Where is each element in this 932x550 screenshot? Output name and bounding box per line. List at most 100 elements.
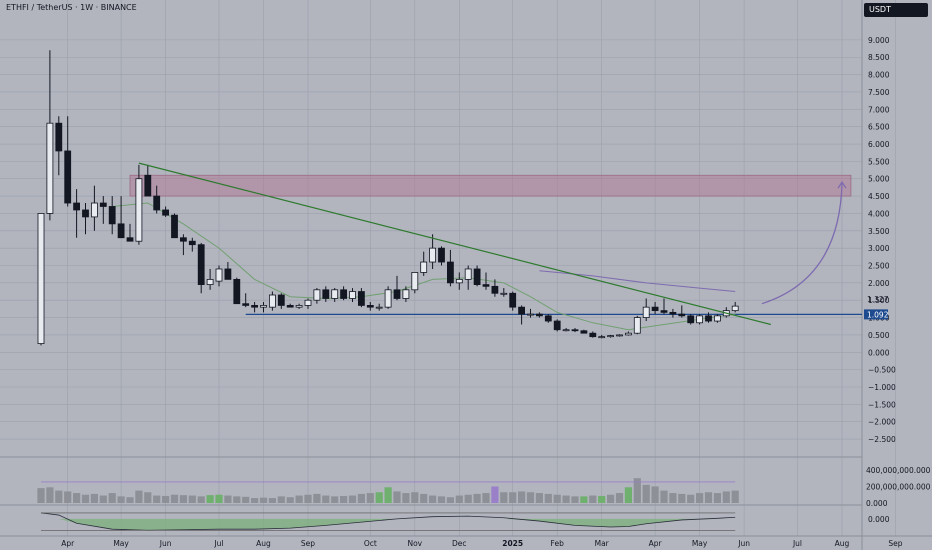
candle-body <box>340 289 348 299</box>
price-tick-label: 4.000 <box>868 209 890 218</box>
time-tick-label: Nov <box>407 539 422 548</box>
candle-body <box>607 335 614 338</box>
candle-body <box>179 237 187 242</box>
volume-bar <box>242 496 250 503</box>
candle-body <box>642 306 650 318</box>
volume-bar <box>598 495 606 503</box>
candle-body <box>197 244 205 285</box>
volume-bar <box>126 497 134 503</box>
candle-body <box>366 305 374 308</box>
volume-bar <box>375 492 383 503</box>
candle-body <box>286 305 294 308</box>
candle-body <box>304 299 312 306</box>
volume-bar <box>429 495 437 503</box>
candle-body <box>117 223 125 239</box>
oscillator-tick-label: 0.000 <box>868 515 890 524</box>
candle-body <box>464 268 472 280</box>
volume-bar <box>55 490 63 503</box>
volume-bar <box>571 496 579 503</box>
volume-bar <box>544 493 552 503</box>
projection-arrow <box>761 182 843 305</box>
volume-bar <box>482 493 490 503</box>
price-tick-label: 8.500 <box>868 53 890 62</box>
candle-body <box>260 305 267 308</box>
candle-body <box>669 311 677 315</box>
volume-bar <box>651 486 659 503</box>
time-tick-label: Jun <box>159 539 172 548</box>
candle-body <box>55 122 63 152</box>
candle-body <box>571 329 579 332</box>
time-tick-label: Aug <box>835 539 850 548</box>
candle-body <box>598 336 606 339</box>
candle-body <box>544 315 552 322</box>
candle-body <box>420 261 428 273</box>
volume-bar <box>384 487 392 503</box>
volume-bar <box>589 495 597 503</box>
candle-body <box>500 292 508 295</box>
candle-body <box>357 291 365 306</box>
volume-bar <box>251 498 259 503</box>
moving-average-line <box>112 202 736 331</box>
price-tick-label: 3.500 <box>868 227 890 236</box>
volume-bar <box>162 495 170 503</box>
price-tick-label: 8.000 <box>868 71 890 80</box>
volume-bar <box>304 494 312 503</box>
volume-bar <box>393 491 401 503</box>
time-tick-label: Sep <box>301 539 315 548</box>
time-tick-label: May <box>692 539 708 548</box>
volume-bar <box>46 487 54 503</box>
candle-body <box>616 334 623 337</box>
volume-bar <box>90 493 98 503</box>
volume-bar <box>357 493 365 503</box>
volume-bar <box>64 491 72 503</box>
time-tick-label: 2025 <box>502 539 523 548</box>
symbol-title: ETHFI / TetherUS · 1W · BINANCE <box>6 3 137 12</box>
volume-bar <box>73 493 81 503</box>
currency-badge[interactable]: USDT <box>864 3 928 17</box>
volume-bar <box>669 493 677 503</box>
candle-body <box>580 330 588 334</box>
volume-bar <box>615 493 624 503</box>
volume-bar <box>99 495 107 503</box>
candle-body <box>589 332 597 338</box>
candle-body <box>482 284 490 287</box>
candle-body <box>429 247 437 263</box>
oscillator-negative-area <box>41 518 736 531</box>
volume-bar <box>295 495 303 503</box>
candle-body <box>322 289 330 299</box>
candle-body <box>82 209 89 218</box>
candle-body <box>295 305 303 308</box>
volume-tick-label: 0.000 <box>866 499 888 508</box>
candle-body <box>108 206 116 225</box>
candle-body <box>411 272 419 291</box>
volume-bar <box>170 494 179 503</box>
volume-bar <box>188 495 196 503</box>
time-tick-label: Oct <box>364 539 377 548</box>
price-tick-label: 4.500 <box>868 192 890 201</box>
time-tick-label: Apr <box>61 539 75 548</box>
volume-bar <box>678 493 686 503</box>
support-price-label-bg <box>864 309 888 320</box>
time-tick-label: Feb <box>551 539 565 548</box>
candle-body <box>473 268 481 285</box>
volume-bar <box>704 492 713 503</box>
volume-bar <box>509 492 517 503</box>
candle-body <box>313 289 321 301</box>
volume-bar <box>526 492 535 503</box>
time-tick-label: Apr <box>649 539 663 548</box>
candle-body <box>188 240 196 246</box>
volume-bar <box>277 496 285 503</box>
volume-bar <box>135 490 143 503</box>
volume-bar <box>713 493 721 503</box>
time-tick-label: Jul <box>792 539 802 548</box>
price-tick-label: −1.500 <box>868 400 896 409</box>
price-tick-label: 1.500 <box>868 296 890 305</box>
candle-body <box>251 305 259 308</box>
time-tick-label: Sep <box>888 539 902 548</box>
price-tick-label: 9.000 <box>868 36 890 45</box>
candle-body <box>393 289 401 299</box>
volume-bar <box>580 496 588 503</box>
volume-bar <box>437 496 446 503</box>
volume-bar <box>144 492 152 503</box>
